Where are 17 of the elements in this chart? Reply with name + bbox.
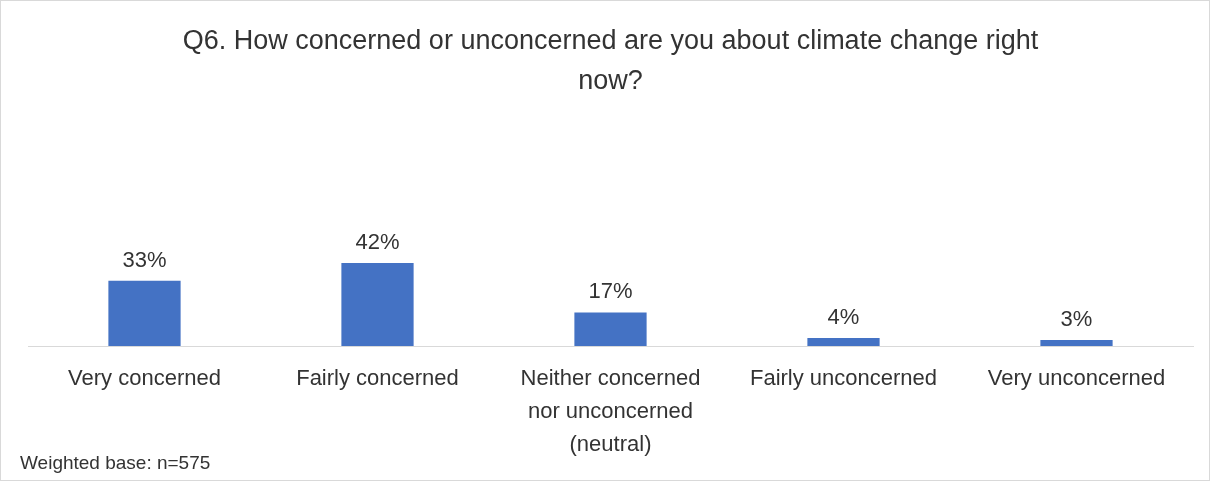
bar [807,338,880,346]
bar [574,312,647,346]
x-tick-label: Very unconcerned [987,364,1166,390]
data-label: 4% [827,304,860,330]
x-tick-label: Fairly unconcerned [749,364,938,390]
bar [108,280,181,346]
bar [341,263,414,346]
x-tick-label: Neither concerned nor unconcerned (neutral) [520,364,701,456]
chart-title: Q6. How concerned or unconcerned are you about climate change right now? [182,24,1039,96]
bar [1040,340,1113,346]
x-tick-label: Very concerned [68,364,221,390]
text: Weighted base: n=575 [20,452,211,473]
data-label: 42% [355,229,400,255]
x-tick-label: Fairly concerned [296,364,459,390]
data-label: 3% [1060,306,1093,332]
data-label: 17% [588,278,633,304]
data-label: 33% [122,246,167,272]
